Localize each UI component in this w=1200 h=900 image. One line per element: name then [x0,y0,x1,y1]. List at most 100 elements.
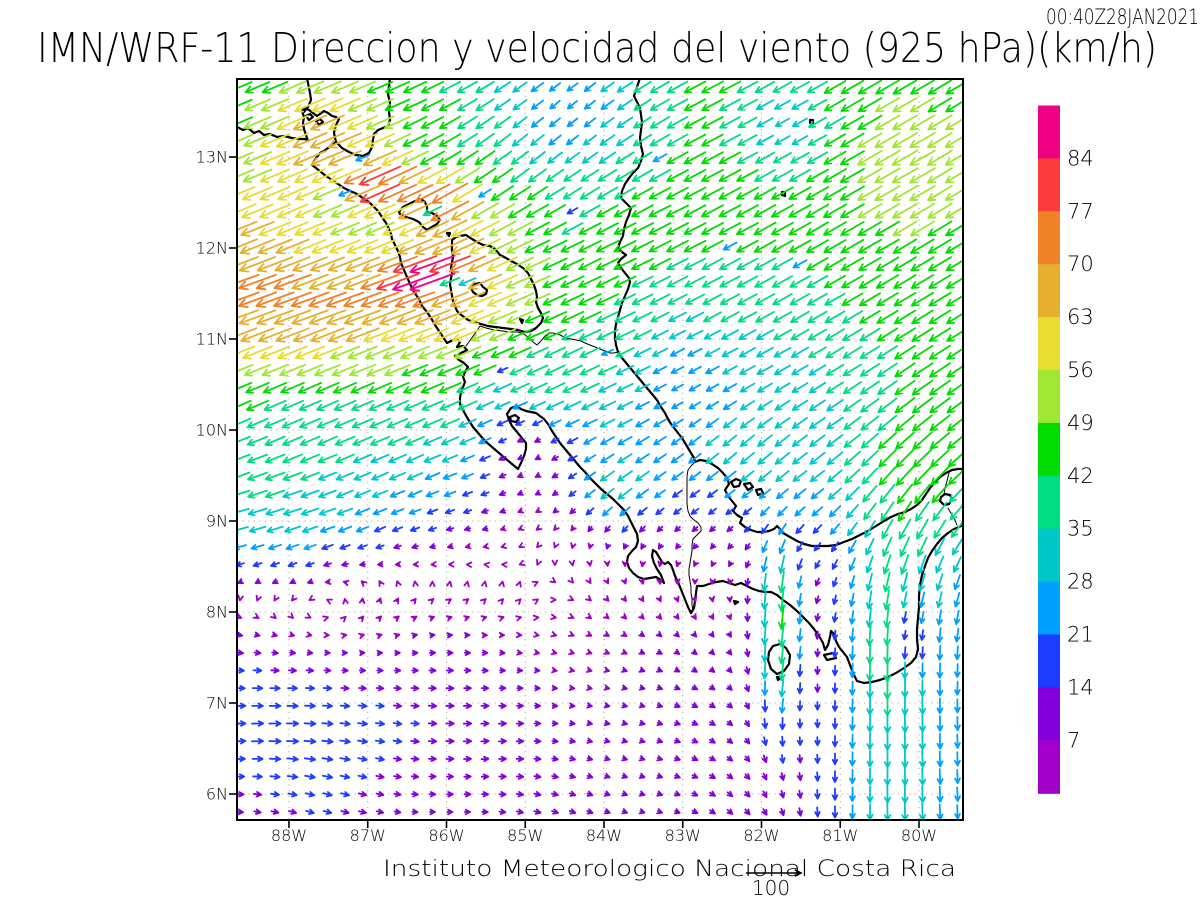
wind-arrow [375,685,385,692]
wind-arrow [391,526,404,533]
wind-arrow [849,716,856,731]
wind-arrow [498,755,507,763]
wind-arrow [718,186,742,200]
wind-arrow [292,132,328,149]
wind-arrow [927,96,953,113]
wind-arrow [269,685,281,692]
wind-arrow [421,400,444,411]
wind-arrow [447,543,454,550]
wind-arrow [927,79,953,95]
wind-arrow [796,807,803,817]
wind-arrow [570,524,577,532]
wind-arrow [259,168,291,183]
wind-arrow [705,452,720,465]
wind-arrow [603,684,611,691]
wind-arrow [357,773,368,780]
wind-arrow [755,151,775,164]
wind-arrow [666,257,689,270]
wind-arrow [321,720,334,727]
wind-arrow [446,632,453,639]
wind-arrow [771,169,794,182]
wind-arrow [883,749,891,769]
wind-arrow [656,525,664,533]
wind-arrow [648,257,672,270]
wind-arrow [878,449,897,468]
wind-arrow [701,239,724,253]
wind-arrow [771,186,794,200]
wind-arrow [532,598,539,605]
wind-arrow [463,667,472,674]
wind-arrow [411,543,419,550]
wind-arrow [901,802,909,820]
wind-arrow [796,700,804,712]
wind-arrow [875,79,900,95]
wind-arrow [427,738,438,745]
wind-arrow [526,346,549,359]
wind-arrow [288,808,297,815]
wind-arrow [927,114,953,131]
wind-arrow [684,275,706,288]
wind-arrow [327,256,363,272]
wind-arrow [381,149,414,166]
colorbar-label: 56 [1067,358,1094,382]
wind-arrow [480,720,490,727]
wind-arrow [638,790,646,797]
wind-arrow [874,220,900,237]
wind-arrow [402,115,428,129]
wind-arrow [792,470,808,482]
wind-arrow [298,399,322,412]
wind-arrow [498,472,507,479]
wind-arrow [864,520,876,538]
wind-arrow [533,738,542,745]
wind-arrow [322,685,333,692]
wind-arrow [857,167,883,184]
wind-arrow [432,309,468,326]
wind-arrow [831,717,839,730]
wind-arrow [432,219,468,238]
wind-arrow [945,277,963,289]
wind-arrow [359,561,366,568]
wind-arrow [936,679,944,697]
wind-arrow [498,454,507,461]
wind-arrow [616,382,634,393]
wind-arrow [648,239,672,253]
wind-arrow [526,364,549,376]
wind-arrow [317,435,338,446]
wind-arrow [340,791,350,798]
wind-arrow [237,720,247,727]
wind-arrow [578,328,602,341]
wind-arrow [341,649,348,656]
wind-arrow [467,273,503,290]
wind-arrow [366,98,394,112]
wind-arrow [876,345,898,360]
wind-arrow [774,117,791,127]
wind-arrow [381,203,414,219]
wind-arrow [788,203,812,218]
wind-arrow [893,274,917,289]
wind-arrow [361,309,399,326]
wind-arrow [848,557,856,572]
wind-arrow [239,238,276,255]
wind-arrow [245,381,270,394]
wind-arrow [270,808,280,815]
wind-arrow [291,594,298,602]
wind-arrow [651,347,669,357]
wind-arrow [866,803,874,820]
wind-arrow [945,82,963,95]
wind-arrow [308,291,347,308]
wind-arrow [412,291,453,309]
wind-arrow [260,98,290,112]
wind-arrow [691,737,699,744]
wind-arrow [380,238,415,255]
wind-arrow [619,506,631,517]
wind-arrow [446,580,453,588]
wind-arrow [945,294,963,307]
wind-arrow [911,379,934,396]
wind-arrow [828,505,842,518]
wind-arrow [273,309,312,326]
wind-arrow [809,434,826,447]
wind-arrow [517,524,525,531]
wind-arrow [807,292,828,306]
wind-arrow [358,685,367,692]
wind-arrow [756,364,774,375]
